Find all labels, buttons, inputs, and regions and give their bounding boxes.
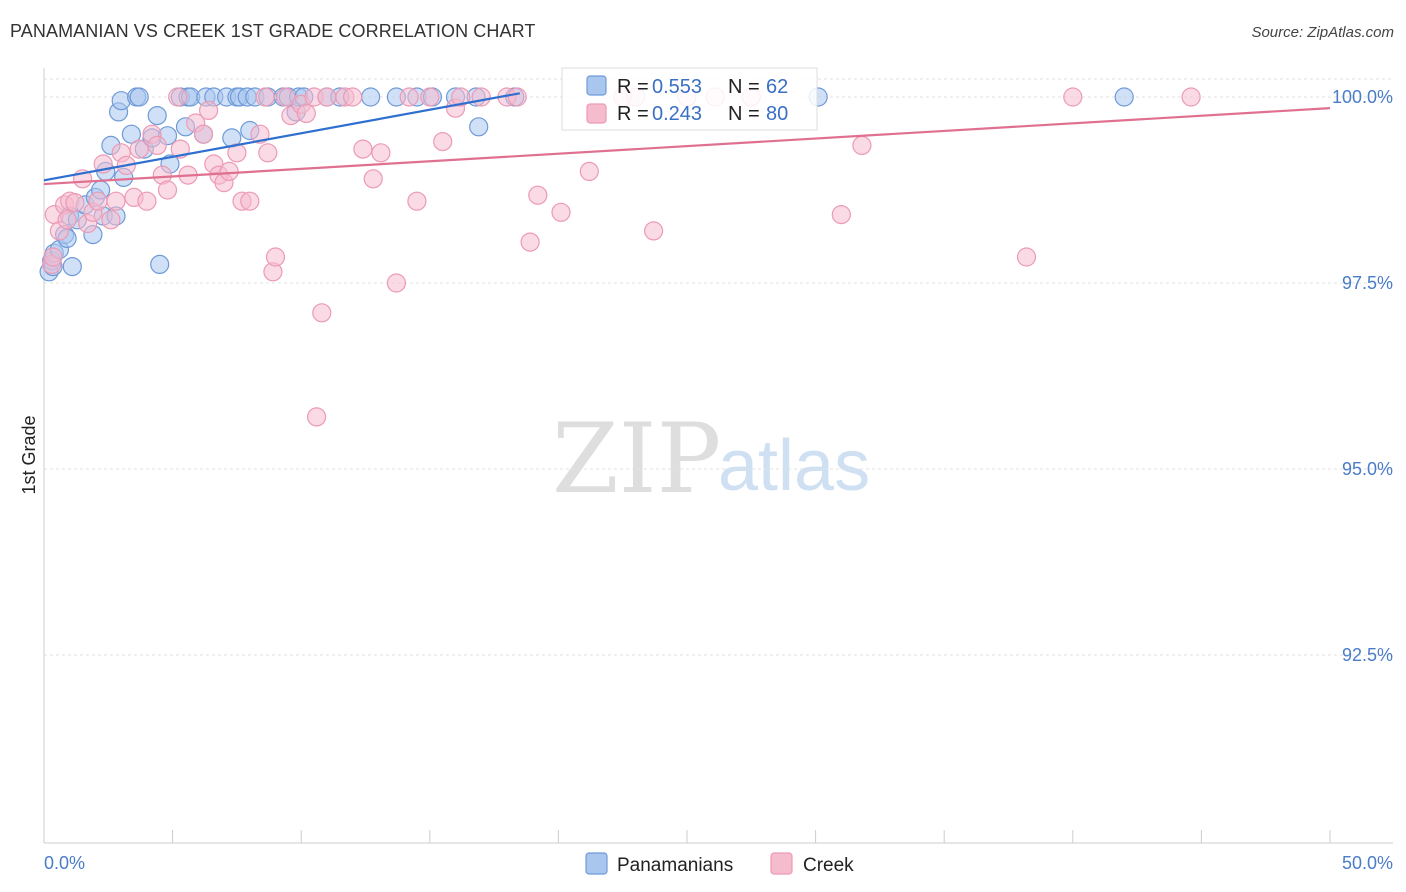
data-point-panamanians xyxy=(121,124,141,144)
trend-lines xyxy=(43,92,1331,186)
data-point-panamanians xyxy=(62,257,82,277)
data-point-creek xyxy=(451,87,471,107)
legend-r-label-1: R = xyxy=(617,76,649,98)
data-point-creek xyxy=(852,135,872,155)
data-point-creek xyxy=(219,161,239,181)
series-legend: Panamanians Creek xyxy=(585,852,854,876)
data-point-creek xyxy=(317,87,337,107)
data-point-panamanians xyxy=(147,105,167,126)
legend-n-label-2: N = xyxy=(728,103,760,125)
x-tick-label-min: 0.0% xyxy=(44,853,85,873)
data-point-creek xyxy=(265,247,286,267)
data-point-creek xyxy=(420,87,440,107)
data-point-panamanians xyxy=(150,254,170,274)
x-tick-label-max: 50.0% xyxy=(1342,853,1393,873)
data-point-creek xyxy=(1063,87,1083,107)
tick-labels: 92.5% 95.0% 97.5% 100.0% 0.0% 50.0% xyxy=(44,87,1393,873)
data-point-creek xyxy=(106,191,126,211)
data-point-creek xyxy=(343,87,363,107)
data-point-creek xyxy=(307,407,327,427)
data-point-creek xyxy=(57,210,77,230)
legend-r-label-2: R = xyxy=(617,103,649,125)
data-point-creek xyxy=(386,273,406,293)
data-point-creek xyxy=(65,193,85,213)
legend-swatch-creek xyxy=(586,103,607,124)
data-point-creek xyxy=(528,185,548,205)
axes xyxy=(43,68,1393,844)
legend-label-creek: Creek xyxy=(803,855,854,876)
data-point-creek xyxy=(101,210,121,230)
watermark-zip: ZIP xyxy=(552,403,721,515)
stats-legend: R = 0.553 N = 62 R = 0.243 N = 80 xyxy=(561,67,818,131)
data-point-panamanians xyxy=(469,117,489,137)
data-point-creek xyxy=(831,205,851,225)
data-point-creek xyxy=(520,232,540,252)
chart-title: PANAMANIAN VS CREEK 1ST GRADE CORRELATIO… xyxy=(10,21,536,41)
watermark-atlas: atlas xyxy=(718,426,870,506)
trend-line-panamanians xyxy=(43,92,521,182)
data-point-creek xyxy=(579,161,599,181)
y-tick-label: 92.5% xyxy=(1342,645,1393,665)
data-point-creek xyxy=(643,221,664,241)
data-point-creek xyxy=(240,191,260,211)
data-point-creek xyxy=(129,139,149,159)
data-points xyxy=(39,87,1201,427)
data-point-creek xyxy=(255,87,275,107)
data-point-creek xyxy=(168,87,188,107)
data-point-creek xyxy=(312,303,332,323)
data-point-creek xyxy=(137,191,157,211)
legend-r-value-1: 0.553 xyxy=(652,76,702,98)
data-point-creek xyxy=(157,180,178,200)
legend-swatch-panamanians xyxy=(586,75,607,96)
legend-label-panamanians: Panamanians xyxy=(617,855,733,876)
data-point-creek xyxy=(227,143,247,163)
trend-line-creek xyxy=(43,107,1331,186)
data-point-creek xyxy=(296,103,316,124)
data-point-creek xyxy=(250,124,270,144)
data-point-creek xyxy=(371,143,391,163)
data-point-creek xyxy=(43,247,63,267)
legend-n-label-1: N = xyxy=(728,76,760,98)
y-tick-label: 97.5% xyxy=(1342,273,1393,293)
data-point-creek xyxy=(1016,247,1037,267)
source-label: Source: ZipAtlas.com xyxy=(1251,24,1394,41)
data-point-creek xyxy=(551,202,571,222)
data-point-panamanians xyxy=(129,87,149,107)
legend-swatch-panamanians-bottom xyxy=(585,852,608,875)
data-point-creek xyxy=(276,87,296,107)
data-point-creek xyxy=(353,139,373,159)
data-point-creek xyxy=(193,124,214,144)
y-tick-label: 100.0% xyxy=(1332,87,1393,107)
data-point-creek xyxy=(88,191,108,211)
legend-n-value-2: 80 xyxy=(766,103,788,125)
data-point-creek xyxy=(433,132,453,152)
data-point-creek xyxy=(507,87,527,107)
legend-swatch-creek-bottom xyxy=(770,852,793,875)
data-point-creek xyxy=(471,87,491,107)
data-point-panamanians xyxy=(1114,87,1134,107)
data-point-creek xyxy=(199,100,219,121)
series-creek xyxy=(42,87,1201,427)
data-point-creek xyxy=(1181,87,1201,107)
data-point-creek xyxy=(147,135,167,155)
data-point-panamanians xyxy=(361,87,381,107)
data-point-creek xyxy=(363,169,383,189)
data-point-creek xyxy=(258,143,278,163)
legend-r-value-2: 0.243 xyxy=(652,103,702,125)
y-tick-label: 95.0% xyxy=(1342,459,1393,479)
y-axis-label: 1st Grade xyxy=(19,415,39,494)
data-point-creek xyxy=(407,191,427,211)
data-point-creek xyxy=(399,87,419,107)
legend-n-value-1: 62 xyxy=(766,76,788,98)
